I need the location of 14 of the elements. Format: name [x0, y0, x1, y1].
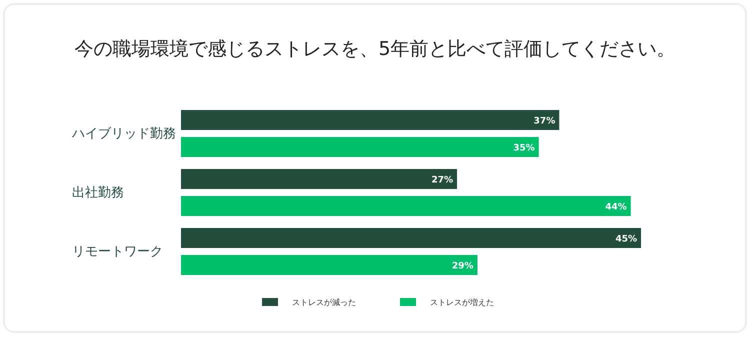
data-label: 35%: [513, 144, 535, 154]
category: ハイブリッド勤務: [72, 126, 176, 142]
data-label: 29%: [452, 262, 474, 272]
data-label: 37%: [534, 116, 556, 126]
category: リモートワーク: [72, 244, 163, 260]
legend-label: ストレスが増えた: [430, 298, 494, 307]
data-label: 45%: [615, 234, 637, 244]
data-label: 44%: [605, 202, 627, 212]
legend-item: ストレスが増えた: [400, 298, 494, 307]
category: 出社勤務: [72, 186, 124, 200]
legend-item: ストレスが減った: [262, 298, 356, 307]
legend-label: ストレスが減った: [292, 298, 356, 307]
title: 今の職場環境で感じるストレスを、5年前と比べて評価してください。: [74, 38, 676, 60]
data-label: 27%: [431, 176, 453, 186]
